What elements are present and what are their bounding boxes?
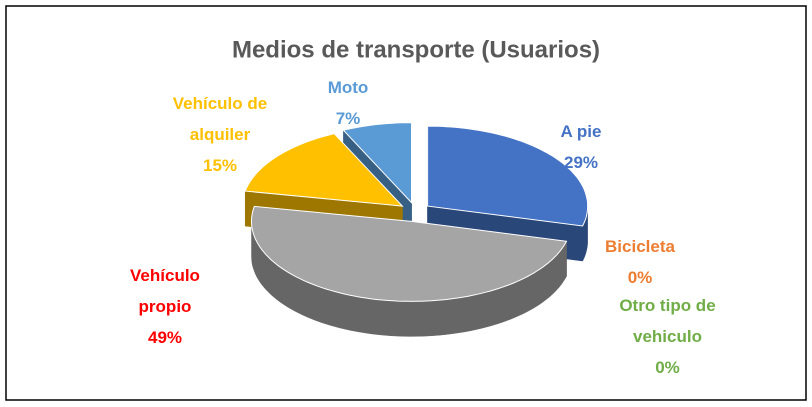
slice-top [427,125,589,227]
label-percent: 7% [335,109,361,128]
label-percent: 0% [627,268,653,287]
data-label: Vehículo de alquiler 15% [150,88,290,181]
label-name: A pie [560,122,602,141]
data-label: A pie 29% [536,116,626,178]
pie-slice [251,205,568,337]
label-name: Bicicleta [605,237,675,256]
label-percent: 49% [147,328,183,347]
label-percent: 15% [202,156,238,175]
slice-top [342,122,412,204]
data-label: Bicicleta 0% [580,231,700,293]
data-label: Vehículo propio 49% [105,260,225,353]
label-name: Moto [327,78,369,97]
label-name: Vehículo de alquiler [172,94,268,144]
label-name: Otro tipo de vehiculo [619,296,716,346]
chart-title: Medios de transporte (Usuarios) [232,36,600,63]
slice-top [251,205,568,302]
data-label: Otro tipo de vehiculo 0% [600,290,735,383]
data-label: Moto 7% [303,72,393,134]
label-percent: 29% [563,153,599,172]
label-name: Vehículo propio [130,266,200,316]
label-percent: 0% [655,358,680,377]
slice-top [244,133,404,207]
